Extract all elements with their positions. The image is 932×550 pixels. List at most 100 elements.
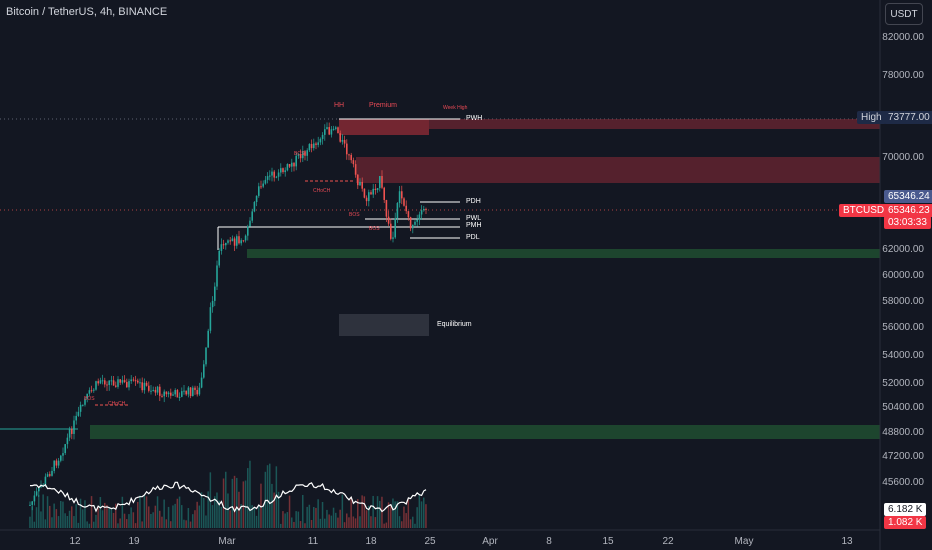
volume-bar: [310, 519, 313, 528]
volume-bar: [247, 468, 249, 528]
candle-body: [148, 385, 150, 391]
candle-body: [203, 364, 205, 378]
volume-bar: [143, 495, 146, 528]
volume-bar: [38, 494, 40, 528]
candle-body: [159, 386, 161, 396]
volume-bar: [286, 512, 289, 528]
price-tick: 56000.00: [882, 322, 924, 333]
volume-bar: [418, 494, 421, 528]
candle-body: [141, 382, 143, 391]
candle-body: [266, 176, 269, 180]
bos-label: BOS: [369, 226, 380, 232]
time-tick: 11: [307, 536, 319, 547]
volume-bar: [132, 512, 135, 528]
candle-body: [354, 164, 357, 175]
candle-body: [90, 390, 93, 392]
volume-bar: [335, 512, 337, 528]
volume-bar: [112, 512, 115, 528]
volume-bar: [99, 497, 102, 528]
candle-body: [53, 460, 55, 471]
candle-body: [337, 127, 339, 134]
volume-bar: [249, 460, 251, 528]
volume-bar: [317, 499, 319, 528]
bos-label: BOS: [84, 396, 95, 402]
candle-body: [321, 134, 324, 139]
candle-body: [306, 150, 308, 156]
candle-body: [277, 172, 280, 177]
candle-body: [207, 330, 209, 348]
candle-body: [126, 382, 128, 388]
volume-bar: [381, 496, 383, 528]
candle-body: [330, 129, 333, 135]
candle-body: [38, 487, 40, 492]
candle-body: [291, 162, 293, 167]
candle-body: [416, 219, 418, 222]
volume-bar: [236, 477, 238, 528]
price-tick: 60000.00: [882, 270, 924, 281]
volume-bar: [260, 483, 262, 528]
time-tick: 22: [662, 536, 674, 547]
candle-body: [394, 218, 396, 238]
volume-bar: [79, 498, 82, 528]
candle-body: [405, 205, 407, 212]
candle-body: [357, 174, 359, 186]
candle-body: [31, 501, 33, 505]
volume-bar: [363, 496, 366, 528]
candle-body: [361, 181, 363, 189]
candle-body: [363, 188, 366, 198]
volume-bar: [299, 521, 302, 528]
candle-body: [396, 203, 399, 219]
volume-bar: [343, 522, 346, 528]
equilibrium-label: Equilibrium: [437, 321, 472, 328]
volume-bar: [262, 506, 264, 528]
candle-body: [225, 242, 227, 246]
volume-bar: [139, 495, 141, 528]
volume-bar: [348, 517, 350, 528]
candle-body: [194, 387, 196, 390]
supply-zone: [429, 119, 880, 129]
volume-bar: [337, 517, 339, 528]
candle-body: [324, 129, 326, 135]
candle-body: [385, 199, 388, 217]
candle-body: [383, 187, 385, 200]
candle-body: [115, 385, 117, 387]
candle-body: [403, 198, 405, 206]
volume-bar: [365, 510, 368, 528]
pdh-label: PDH: [466, 198, 481, 205]
volume-bar: [401, 521, 403, 528]
candle-body: [185, 390, 187, 395]
candle-body: [350, 154, 352, 161]
time-tick: May: [734, 536, 754, 547]
volume-bar: [185, 520, 187, 528]
price-tick: 70000.00: [882, 152, 924, 163]
volume-bar: [379, 500, 381, 528]
candle-body: [214, 286, 216, 301]
volume-bar: [205, 515, 207, 528]
candle-body: [319, 138, 322, 143]
volume-bar: [128, 514, 130, 528]
candle-body: [264, 179, 267, 184]
candle-body: [44, 476, 47, 485]
candle-body: [68, 428, 71, 438]
volume-bar: [414, 523, 416, 528]
candle-body: [392, 237, 394, 239]
candle-body: [409, 217, 412, 229]
candle-body: [308, 143, 311, 151]
volume-bar: [354, 518, 357, 528]
currency-selector[interactable]: USDT: [885, 3, 923, 25]
volume-bar: [167, 506, 170, 528]
candle-body: [35, 491, 38, 496]
candle-body: [398, 191, 401, 204]
volume-bar: [407, 499, 410, 528]
candle-body: [176, 390, 179, 398]
volume-bar: [321, 501, 324, 528]
candle-body: [326, 127, 328, 130]
volume-bar: [387, 502, 390, 528]
volume-bar: [84, 500, 86, 528]
candle-body: [106, 384, 108, 386]
volume-bar: [97, 507, 99, 528]
volume-bar: [176, 498, 179, 528]
volume-bar: [244, 480, 247, 528]
candle-body: [220, 244, 223, 251]
